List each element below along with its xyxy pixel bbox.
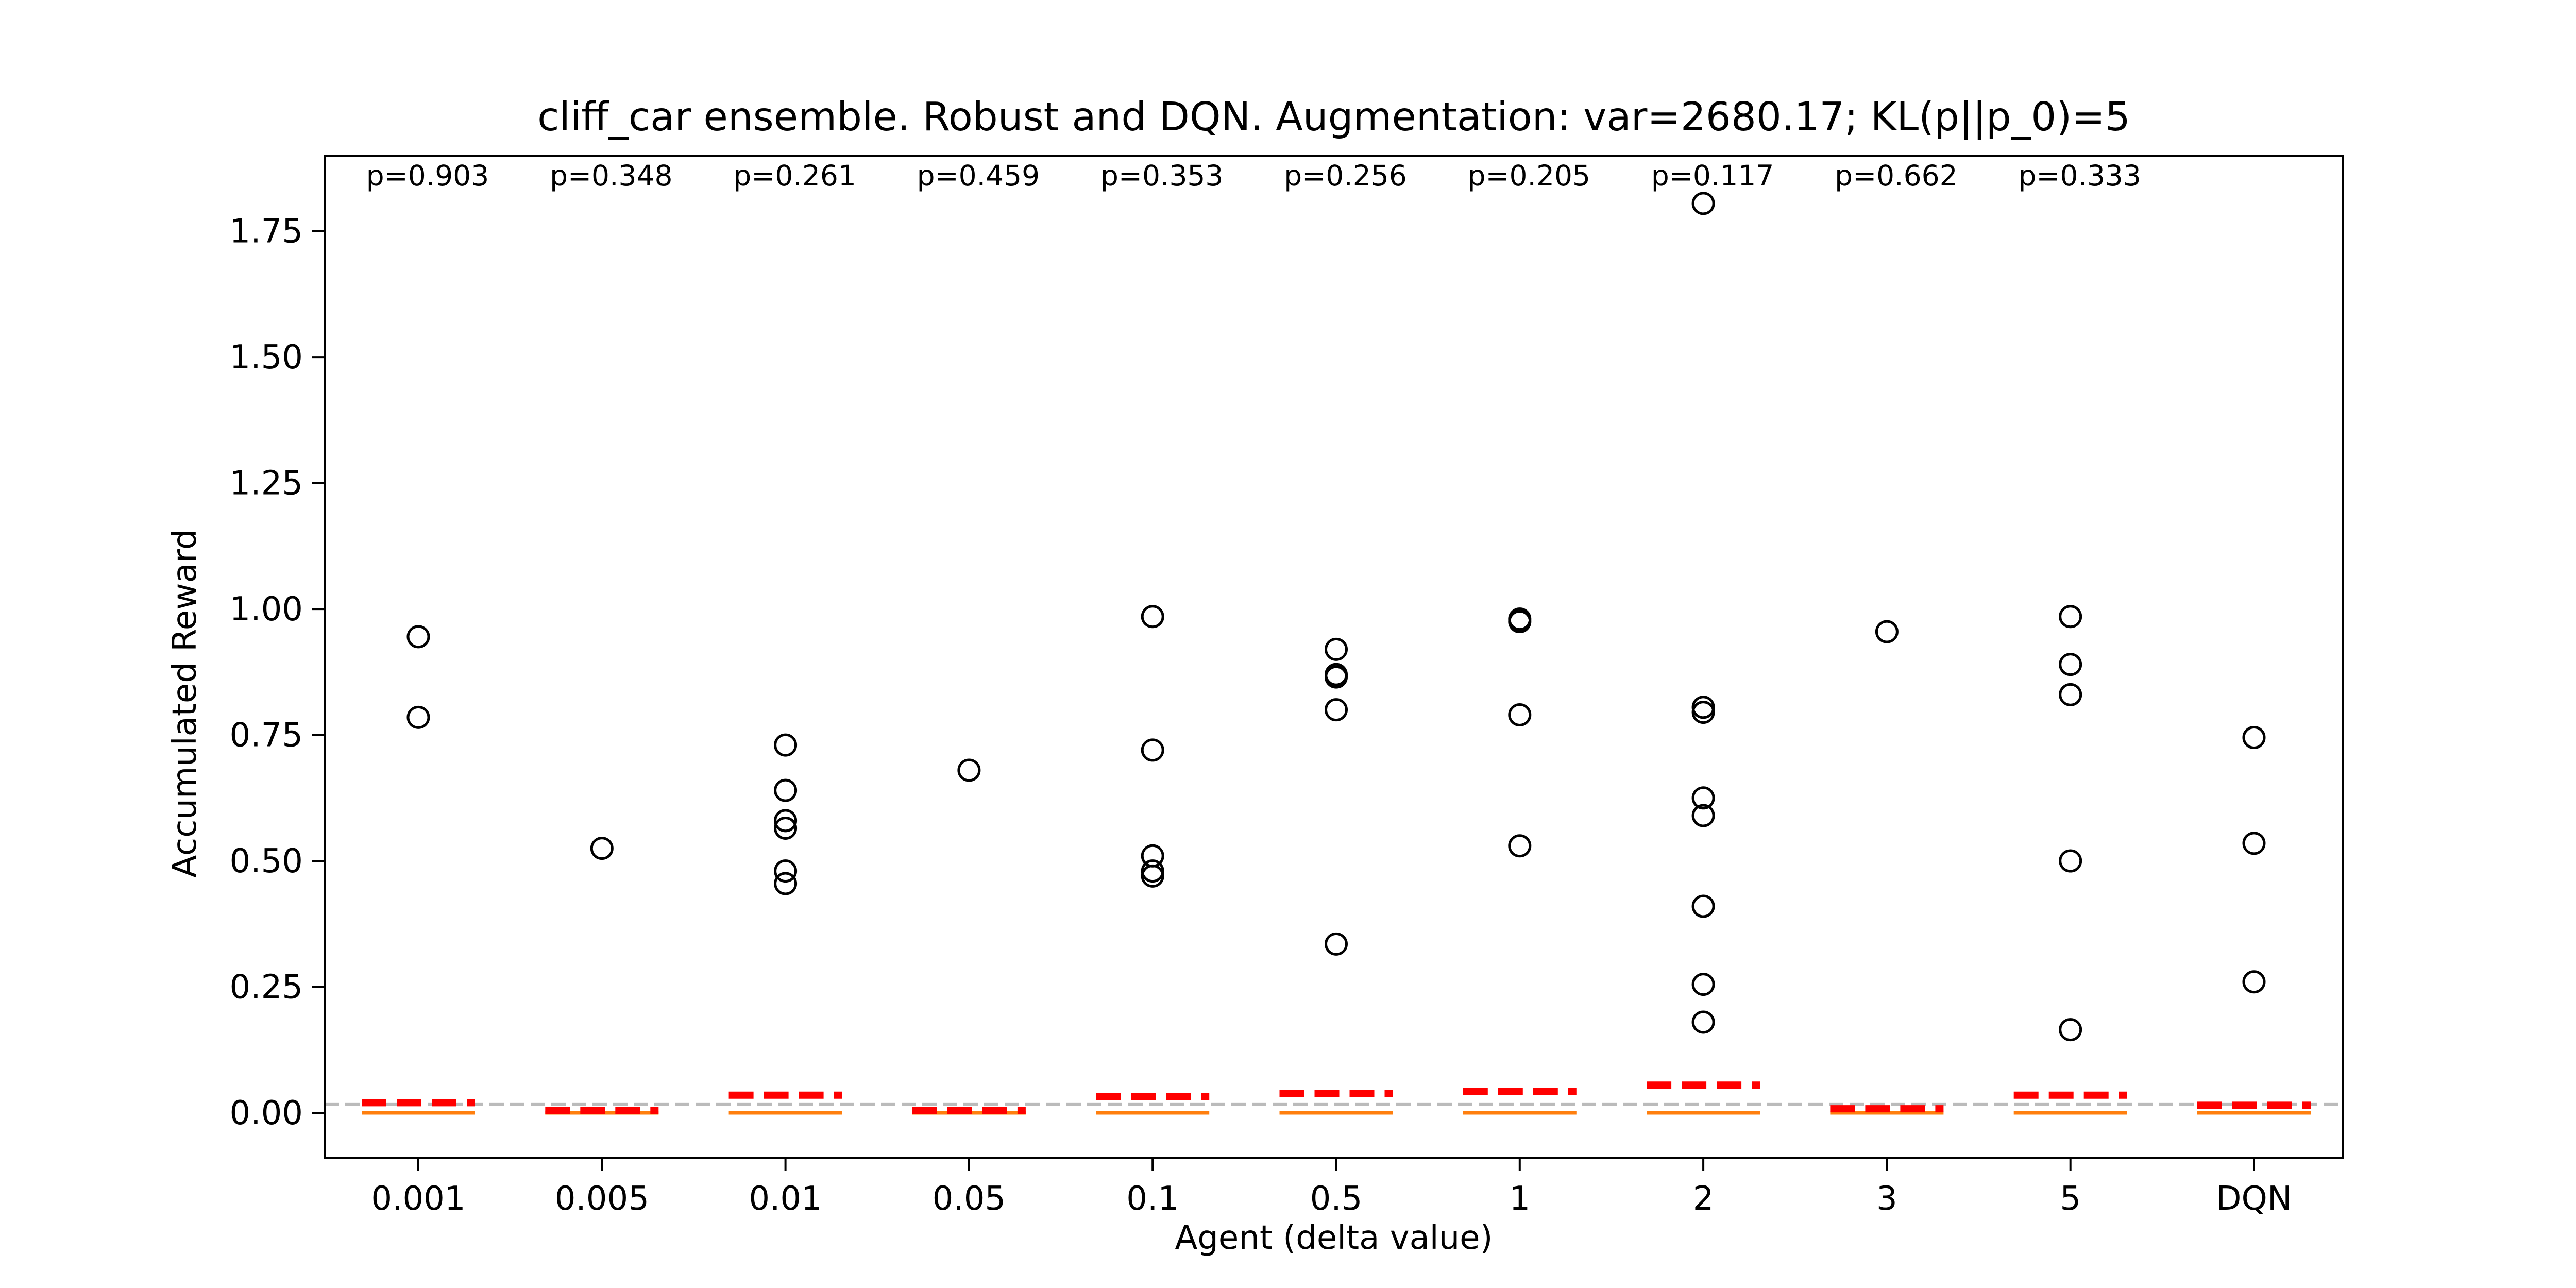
outlier-point bbox=[774, 872, 798, 895]
outlier-point bbox=[2059, 1018, 2082, 1042]
x-tick-label: 3 bbox=[1876, 1180, 1897, 1218]
p-value-label: p=0.459 bbox=[917, 159, 1040, 192]
outlier-point bbox=[590, 837, 614, 860]
outlier-point bbox=[2059, 605, 2082, 629]
chart-title: cliff_car ensemble. Robust and DQN. Augm… bbox=[537, 94, 2130, 140]
x-tick-label: 0.5 bbox=[1310, 1180, 1363, 1218]
outlier-point bbox=[2242, 725, 2266, 749]
outlier-point bbox=[1325, 698, 1348, 722]
outlier-point bbox=[774, 809, 798, 833]
outlier-point bbox=[2242, 832, 2266, 855]
outlier-point bbox=[1691, 804, 1715, 827]
x-tick-label: 1 bbox=[1509, 1180, 1530, 1218]
y-axis-label: Accumulated Reward bbox=[166, 529, 204, 877]
outlier-point bbox=[1691, 1010, 1715, 1034]
outlier-point bbox=[1691, 894, 1715, 918]
outlier-point bbox=[1691, 786, 1715, 810]
x-tick-label: 0.1 bbox=[1126, 1180, 1179, 1218]
p-value-label: p=0.333 bbox=[2018, 159, 2141, 192]
outlier-point bbox=[1691, 192, 1715, 215]
y-tick-label: 0.50 bbox=[230, 842, 303, 880]
outlier-point bbox=[774, 816, 798, 840]
outlier-point bbox=[774, 859, 798, 883]
outlier-point bbox=[2242, 970, 2266, 994]
x-tick-label: 0.005 bbox=[555, 1180, 649, 1218]
plot-frame bbox=[324, 155, 2344, 1159]
outlier-point bbox=[1875, 620, 1899, 643]
p-value-label: p=0.256 bbox=[1284, 159, 1406, 192]
outlier-point bbox=[2059, 653, 2082, 676]
y-tick-label: 1.75 bbox=[230, 213, 303, 251]
outlier-point bbox=[1691, 973, 1715, 996]
outlier-point bbox=[1141, 864, 1164, 888]
y-tick-label: 1.00 bbox=[230, 590, 303, 629]
outlier-point bbox=[1325, 637, 1348, 661]
p-value-label: p=0.117 bbox=[1651, 159, 1774, 192]
outlier-point bbox=[1325, 665, 1348, 689]
outlier-point bbox=[1508, 703, 1532, 726]
outlier-point bbox=[1141, 605, 1164, 629]
y-tick-label: 1.25 bbox=[230, 465, 303, 503]
y-tick-label: 0.00 bbox=[230, 1094, 303, 1132]
outlier-point bbox=[1508, 834, 1532, 858]
x-tick-label: 5 bbox=[2060, 1180, 2081, 1218]
p-value-label: p=0.261 bbox=[733, 159, 856, 192]
outlier-point bbox=[2059, 683, 2082, 706]
p-value-label: p=0.353 bbox=[1100, 159, 1223, 192]
outlier-point bbox=[2059, 849, 2082, 873]
y-tick-label: 0.75 bbox=[230, 717, 303, 755]
outlier-point bbox=[1691, 701, 1715, 724]
outlier-point bbox=[406, 625, 430, 649]
x-tick-label: 0.01 bbox=[749, 1180, 822, 1218]
outlier-point bbox=[774, 778, 798, 802]
y-tick-label: 0.25 bbox=[230, 969, 303, 1007]
y-tick-label: 1.50 bbox=[230, 338, 303, 377]
plot-area: 0.00 0.25 0.50 0.75 1.00 1.25 1.50 1.75 0.001 p=0… bbox=[230, 155, 2344, 1218]
x-axis-label: Agent (delta value) bbox=[1175, 1219, 1493, 1257]
p-value-label: p=0.903 bbox=[366, 159, 489, 192]
outlier-point bbox=[1141, 738, 1164, 762]
x-tick-label: 2 bbox=[1693, 1180, 1714, 1218]
x-tick-label: 0.001 bbox=[371, 1180, 465, 1218]
x-tick-label: DQN bbox=[2216, 1180, 2292, 1218]
x-tick-label: 0.05 bbox=[933, 1180, 1006, 1218]
outlier-point bbox=[957, 758, 981, 782]
p-value-label: p=0.205 bbox=[1468, 159, 1590, 192]
outlier-point bbox=[774, 733, 798, 757]
outlier-point bbox=[406, 705, 430, 729]
p-value-label: p=0.662 bbox=[1835, 159, 1957, 192]
outlier-point bbox=[1508, 610, 1532, 634]
p-value-label: p=0.348 bbox=[550, 159, 672, 192]
outlier-point bbox=[1325, 932, 1348, 956]
